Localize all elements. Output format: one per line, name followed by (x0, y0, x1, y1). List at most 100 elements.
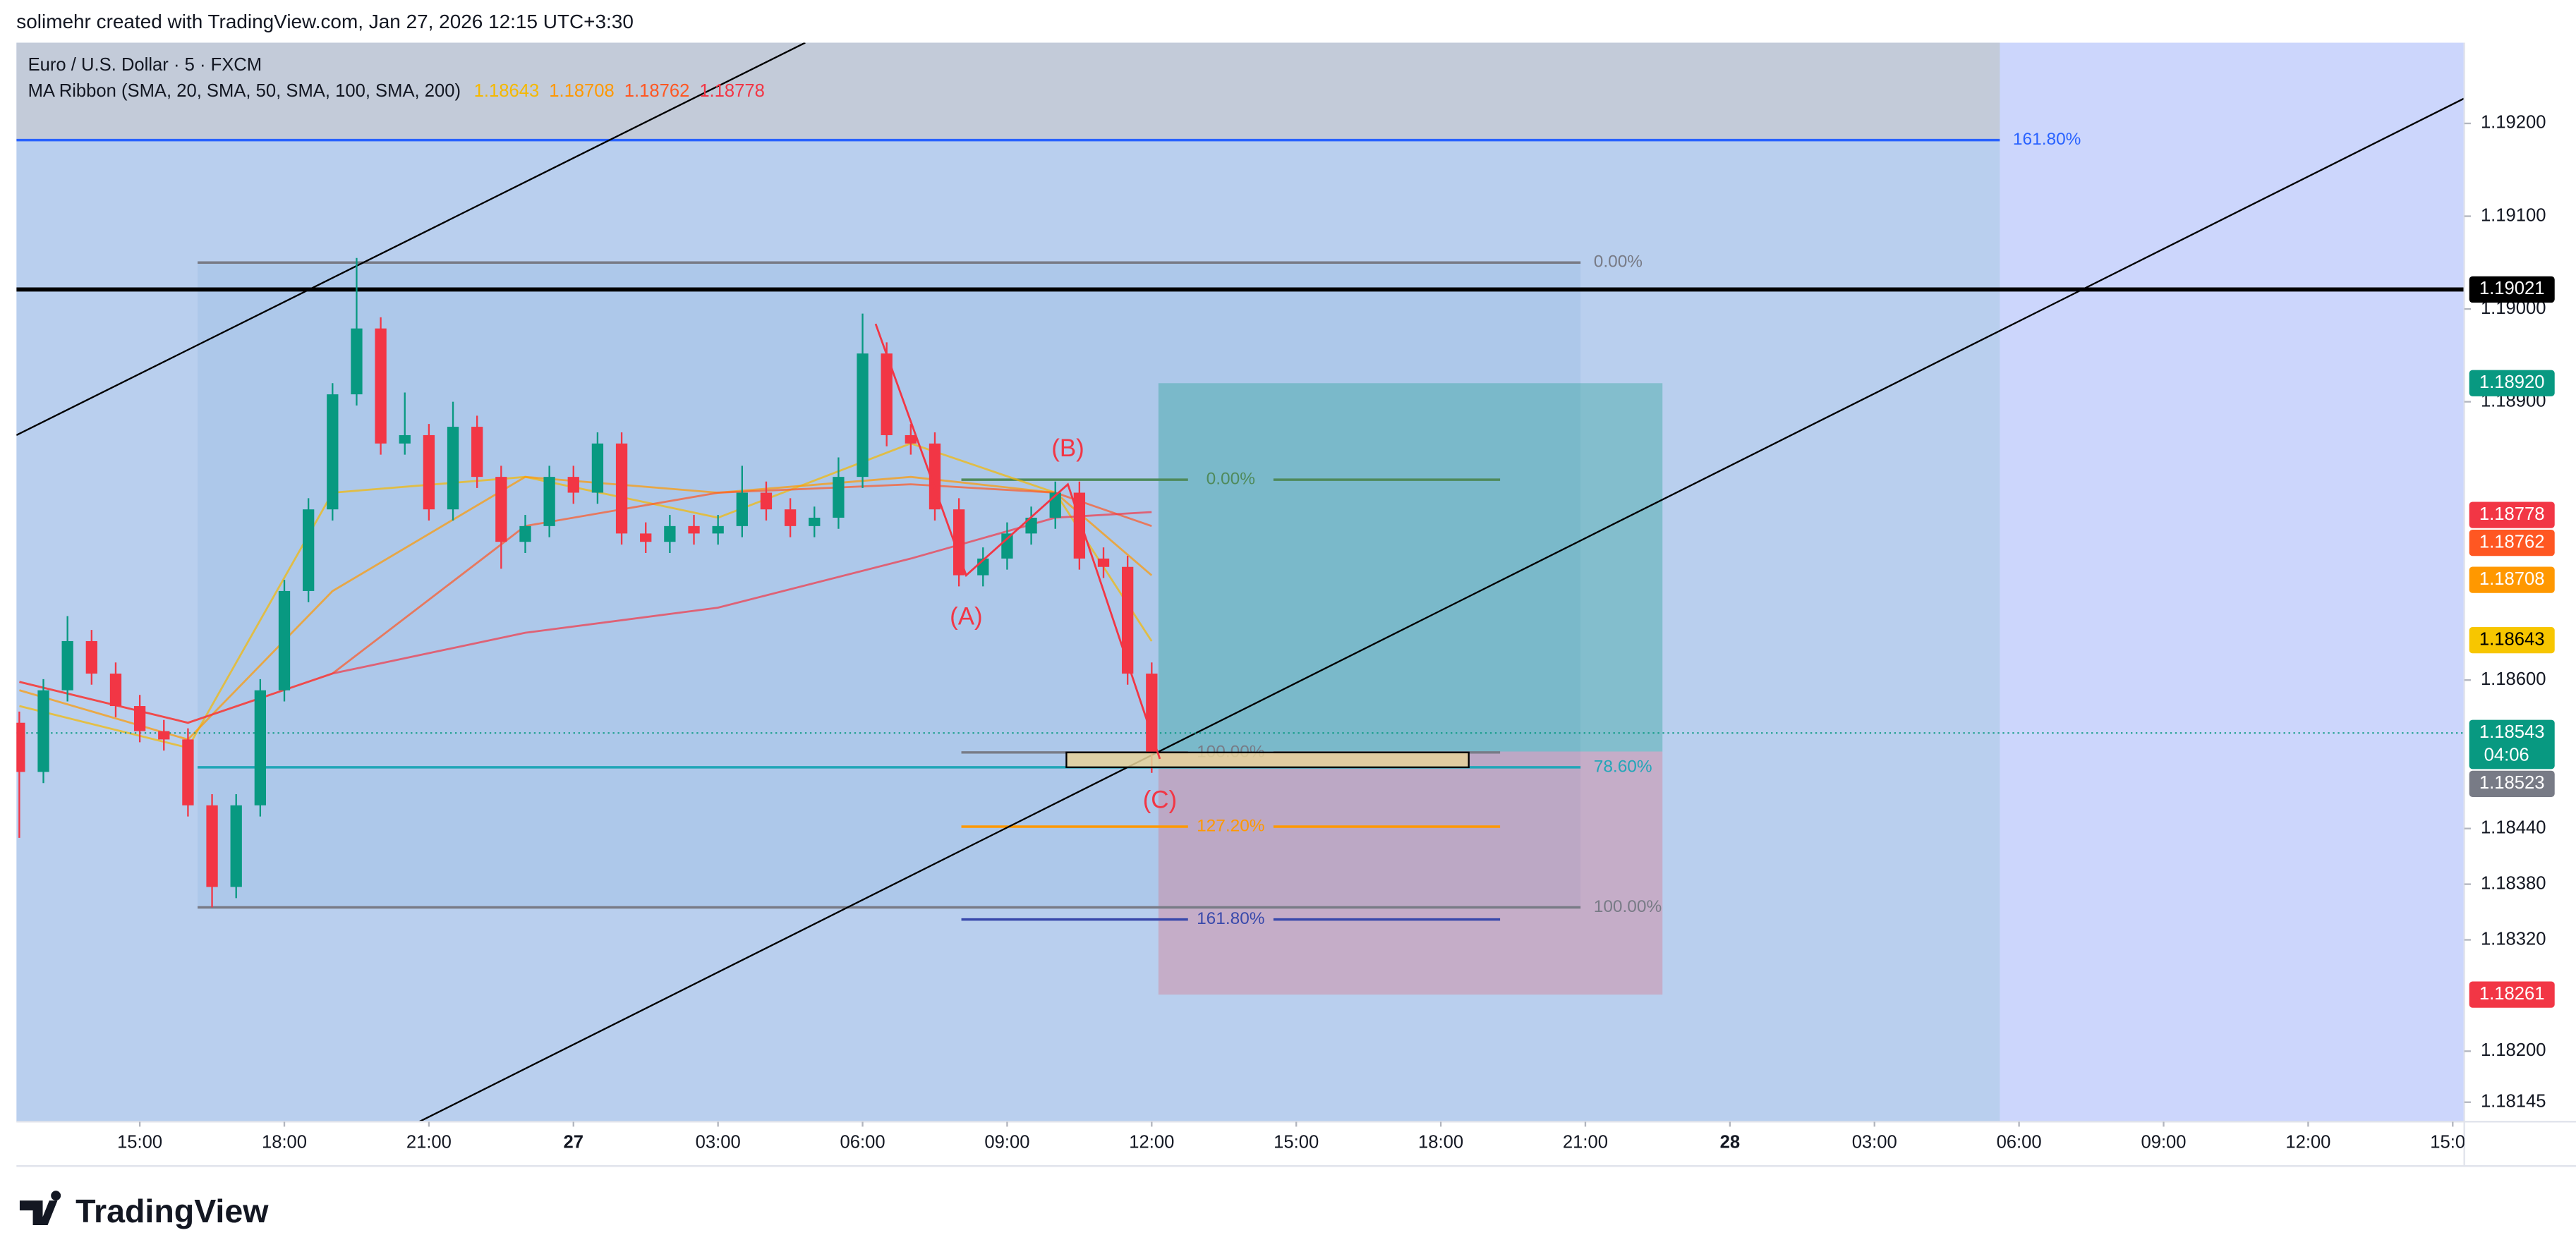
x-tick-label: 06:00 (840, 1132, 885, 1152)
price-tag-label: 1.18708 (2479, 569, 2545, 589)
fib-label: 0.00% (1207, 470, 1255, 489)
x-tick-label: 06:00 (1997, 1132, 2042, 1152)
candle-body (254, 690, 267, 805)
y-tick-label: 1.18320 (2481, 929, 2546, 949)
y-tick-label: 1.18440 (2481, 817, 2546, 837)
profit-zone (1158, 383, 1663, 752)
price-tag (2469, 276, 2555, 303)
fib-label: 161.80% (2013, 130, 2081, 149)
price-tag (2469, 981, 2555, 1008)
candle-body (109, 674, 122, 707)
credit: solimehr created with TradingView.com, J… (16, 11, 634, 32)
symbol-title: Euro / U.S. Dollar · 5 · FXCM (28, 55, 262, 75)
candle-body (905, 434, 917, 444)
legend: Euro / U.S. Dollar · 5 · FXCM MA Ribbon … (28, 55, 765, 101)
x-tick-label: 28 (1720, 1132, 1741, 1152)
fib-label: 100.00% (1594, 897, 1662, 916)
price-tag (2469, 719, 2555, 770)
price-tag-label: 1.18762 (2479, 532, 2545, 552)
candle-body (688, 525, 700, 534)
candle-body (640, 533, 652, 542)
y-tick-label: 1.18380 (2481, 873, 2546, 893)
logo-icon (19, 1191, 61, 1226)
candle-body (1122, 566, 1134, 674)
indicator-name: MA Ribbon (SMA, 20, SMA, 50, SMA, 100, S… (28, 81, 461, 101)
candle-body (953, 509, 965, 576)
price-tag-label: 1.18523 (2479, 773, 2545, 793)
candle-body (447, 427, 459, 510)
trend-line (16, 42, 806, 436)
x-tick-label: 03:00 (696, 1132, 741, 1152)
time-axis: 15:00 18:00 21:00 27 03:00 06:00 09:00 12:00 15:… (117, 1121, 2465, 1152)
y-tick-label: 1.18200 (2481, 1040, 2546, 1060)
y-tick-label: 1.18145 (2481, 1091, 2546, 1111)
x-tick-label: 21:00 (406, 1132, 452, 1152)
candle-body (809, 518, 821, 526)
fib-label: 78.60% (1594, 757, 1652, 776)
axes: 1.192001.191001.190001.189001.186001.184… (16, 42, 2576, 1167)
candle-body (399, 434, 411, 444)
candle-body (61, 640, 73, 691)
candle-body (760, 492, 773, 510)
x-tick-label: 18:00 (1418, 1132, 1463, 1152)
candle-body (543, 477, 555, 526)
fib-top-zone (16, 42, 2000, 140)
x-tick-label: 27 (564, 1132, 584, 1152)
candle-body (16, 722, 25, 772)
candle-body (857, 353, 869, 478)
trend-line (418, 97, 2465, 1122)
plot-area: 0.00%78.60%100.00%161.80%0.00%100.00%127… (16, 42, 2465, 1122)
candle-body (1097, 558, 1110, 567)
price-tag (2469, 370, 2555, 396)
wave-label: (B) (1051, 434, 1084, 462)
indicator-value: 1.18643 (474, 81, 540, 101)
x-tick-label: 09:00 (2141, 1132, 2186, 1152)
brand-logo: TradingView (19, 1191, 269, 1229)
candle-body (182, 739, 194, 805)
countdown: 04:06 (2484, 746, 2529, 765)
candle-body (519, 525, 531, 542)
candle-body (1073, 492, 1086, 559)
price-tag (2469, 501, 2555, 528)
x-tick-label: 15:00 (117, 1132, 162, 1152)
fib-label: 161.80% (1197, 909, 1264, 928)
candle-body (712, 525, 724, 534)
candle-body (615, 443, 628, 534)
candle-body (303, 509, 315, 591)
candle-body (591, 443, 604, 493)
indicator-value: 1.18708 (549, 81, 615, 101)
wave-label: (A) (950, 602, 983, 630)
candle-body (230, 805, 242, 887)
candle-body (327, 394, 339, 510)
y-tick-label: 1.19100 (2481, 205, 2546, 225)
candle-body (423, 434, 435, 510)
candle-body (736, 492, 748, 526)
candle-body (471, 427, 483, 478)
candle-body (833, 477, 845, 518)
x-tick-label: 12:00 (1129, 1132, 1174, 1152)
candle-body (929, 443, 941, 510)
x-tick-label: 03:00 (1852, 1132, 1897, 1152)
fib-label: 0.00% (1594, 253, 1643, 272)
price-tag-label: 1.18261 (2479, 984, 2545, 1004)
wave-label: (C) (1143, 786, 1177, 814)
candle-body (567, 477, 579, 493)
candle-body (784, 509, 797, 526)
candle-body (664, 525, 676, 542)
indicator-value: 1.18762 (624, 81, 690, 101)
candle-body (206, 805, 218, 887)
candle-body (351, 328, 363, 395)
price-tag-label: 1.18643 (2479, 629, 2545, 649)
candle-body (375, 328, 387, 444)
indicator-value: 1.18778 (699, 81, 765, 101)
candle-body (278, 590, 291, 691)
x-tick-label: 09:00 (984, 1132, 1029, 1152)
x-tick-label: 21:00 (1563, 1132, 1608, 1152)
x-tick-label: 15:00 (1274, 1132, 1319, 1152)
candle-body (85, 640, 97, 674)
loss-zone (1158, 751, 1663, 995)
price-tag-label: 1.18543 (2479, 722, 2545, 742)
candle-body (1001, 533, 1013, 559)
price-tag (2469, 530, 2555, 556)
